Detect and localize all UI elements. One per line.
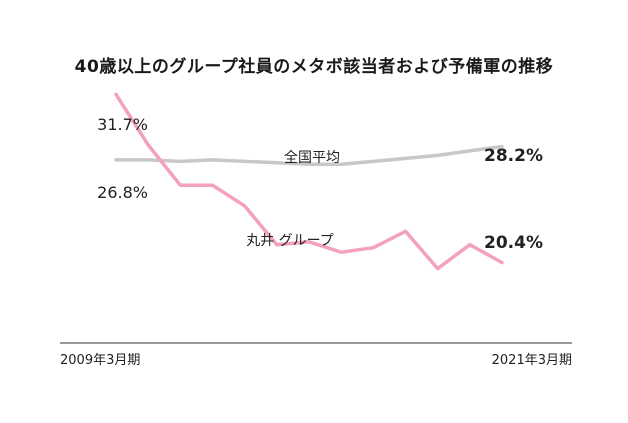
series-name-national: 全国平均: [284, 149, 340, 166]
chart-title: 40歳以上のグループ社員のメタボ該当者および予備軍の推移: [74, 57, 554, 77]
x-start-label: 2009年3月期: [60, 353, 140, 368]
national-start-label: 26.8%: [97, 183, 148, 202]
series-line-national-average: [114, 144, 504, 167]
series-layer: [114, 92, 504, 271]
series-name-marui: 丸井 グループ: [246, 233, 334, 249]
national-end-label: 28.2%: [484, 146, 543, 166]
marui-start-label: 31.7%: [97, 115, 148, 134]
marui-end-label: 20.4%: [484, 233, 543, 253]
x-end-label: 2021年3月期: [492, 353, 572, 368]
series-line-marui-group: [114, 92, 504, 271]
